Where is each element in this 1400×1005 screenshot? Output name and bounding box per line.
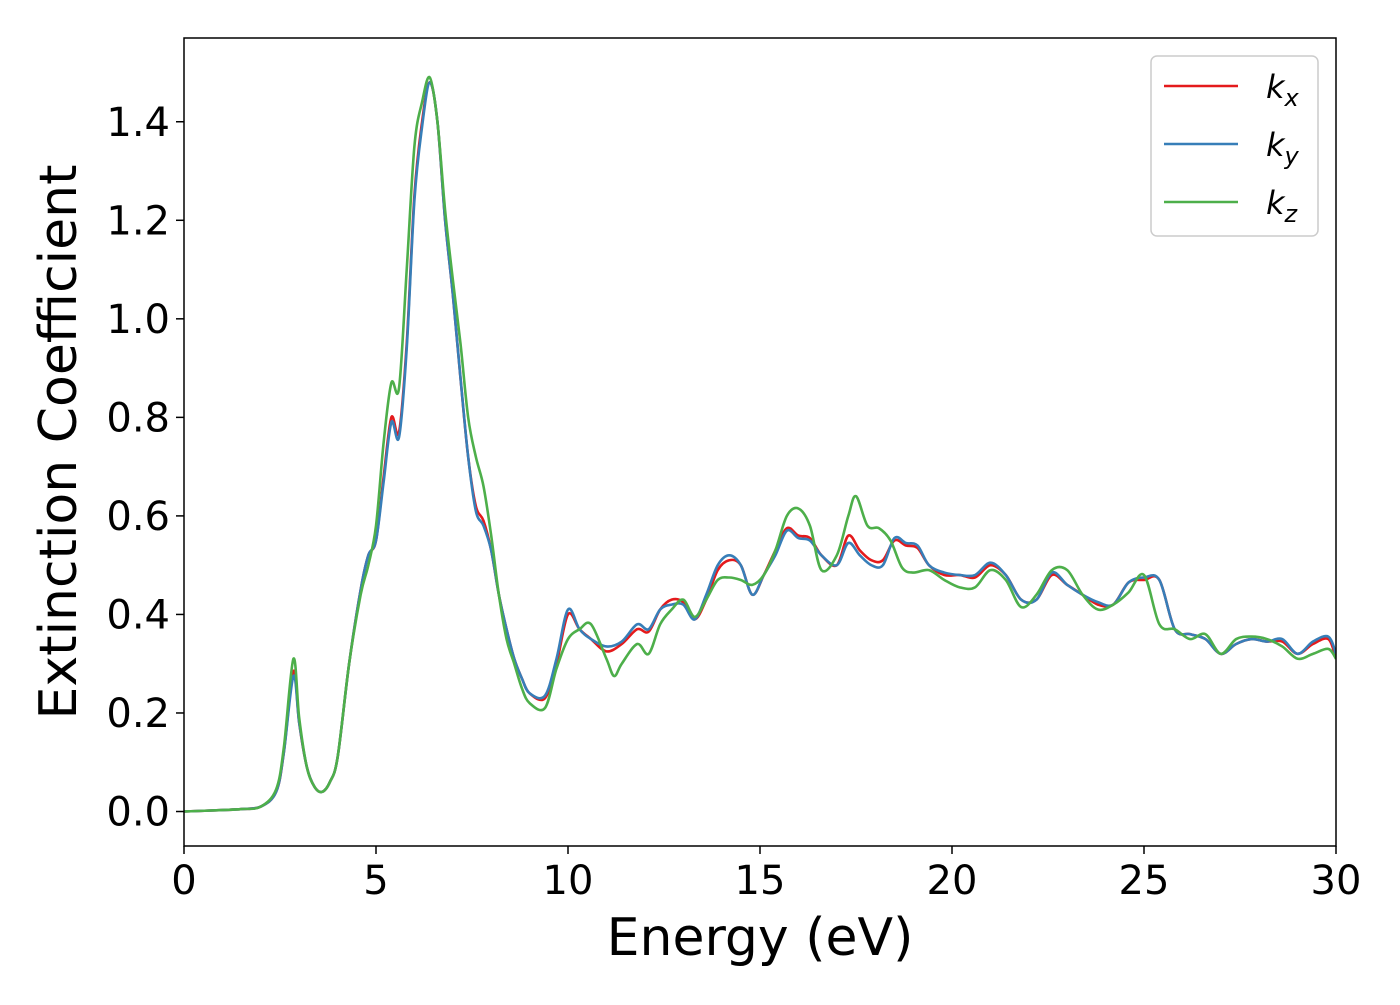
x-tick-label: 30 (1311, 858, 1362, 904)
y-tick-label: 0.8 (106, 395, 170, 441)
legend-label-x: kx (1266, 68, 1300, 112)
y-tick-label: 1.4 (106, 100, 170, 146)
y-tick-label: 1.2 (106, 198, 170, 244)
x-tick-label: 10 (543, 858, 594, 904)
x-tick-label: 5 (363, 858, 388, 904)
y-tick-label: 0.6 (106, 494, 170, 540)
y-tick-label: 0.0 (106, 790, 170, 836)
legend-label-y: ky (1266, 126, 1300, 170)
legend: kx ky kz (1150, 55, 1319, 237)
x-tick-label: 20 (927, 858, 978, 904)
legend-label-z: kz (1266, 184, 1299, 228)
series-line-y (184, 81, 1336, 813)
x-tick-label: 0 (171, 858, 196, 904)
y-tick-label: 0.4 (106, 592, 170, 638)
y-axis-title: Extinction Coefficient (29, 165, 89, 720)
x-tick-label: 15 (735, 858, 786, 904)
series-line-z (184, 75, 1336, 813)
legend-box (1150, 55, 1319, 237)
x-tick-label: 25 (1119, 858, 1170, 904)
x-axis-title: Energy (eV) (607, 908, 914, 968)
y-tick-label: 0.2 (106, 691, 170, 737)
y-tick-label: 1.0 (106, 297, 170, 343)
